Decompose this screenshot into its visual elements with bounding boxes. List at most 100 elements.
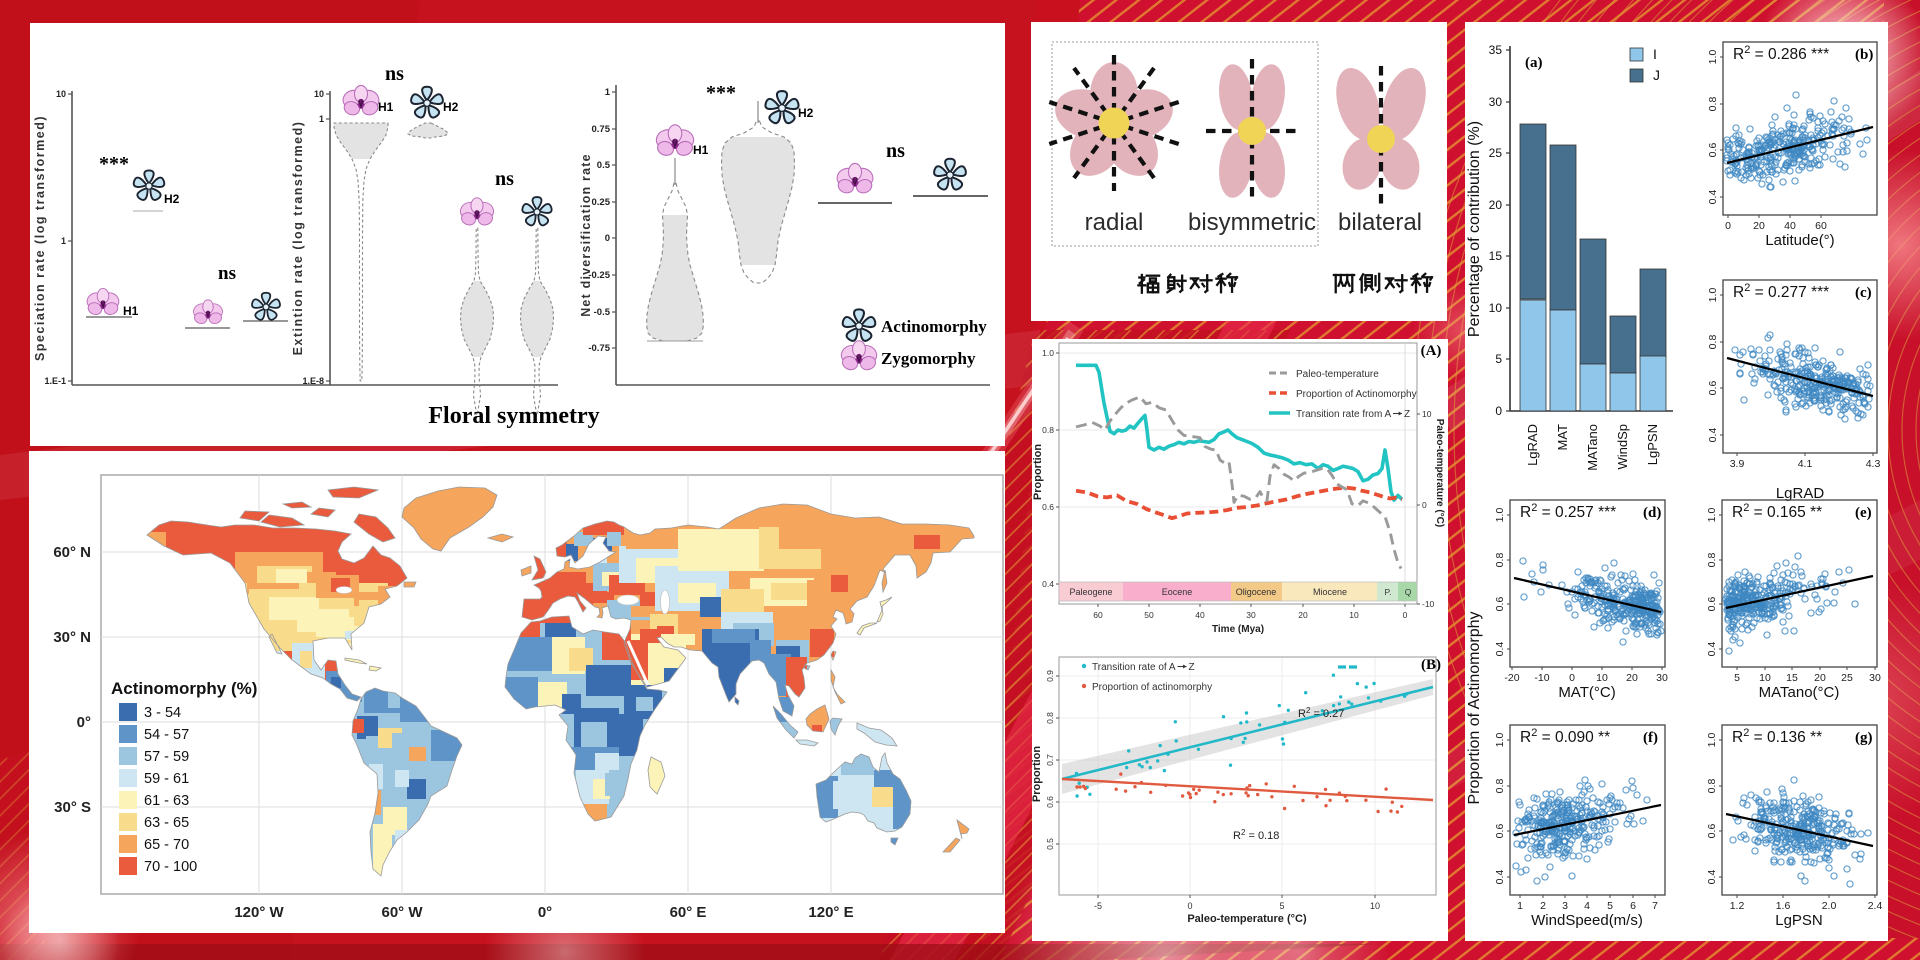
svg-text:Miocene: Miocene bbox=[1313, 587, 1347, 597]
svg-text:63 - 65: 63 - 65 bbox=[144, 815, 189, 831]
svg-text:10: 10 bbox=[1370, 901, 1380, 911]
svg-text:0: 0 bbox=[1422, 500, 1427, 510]
svg-text:61 - 63: 61 - 63 bbox=[144, 793, 189, 809]
svg-text:1.0: 1.0 bbox=[1707, 50, 1719, 65]
svg-text:(A): (A) bbox=[1421, 343, 1442, 359]
svg-text:R2 = 0.090 **: R2 = 0.090 ** bbox=[1520, 727, 1610, 746]
svg-text:30: 30 bbox=[1656, 672, 1668, 684]
svg-text:MATano(°C): MATano(°C) bbox=[1759, 684, 1840, 701]
svg-text:0.6: 0.6 bbox=[1706, 824, 1718, 839]
svg-text:20: 20 bbox=[1626, 672, 1638, 684]
svg-text:Floral symmetry: Floral symmetry bbox=[428, 403, 599, 429]
svg-text:30° N: 30° N bbox=[53, 629, 91, 646]
svg-text:ns: ns bbox=[385, 63, 404, 85]
svg-text:10: 10 bbox=[1349, 610, 1359, 620]
svg-text:R2 = 0.136 **: R2 = 0.136 ** bbox=[1732, 727, 1822, 746]
svg-text:LgPSN: LgPSN bbox=[1775, 912, 1823, 929]
svg-text:LgPSN: LgPSN bbox=[1645, 424, 1660, 465]
svg-text:40: 40 bbox=[1784, 220, 1796, 232]
svg-text:0.6: 0.6 bbox=[1494, 824, 1506, 839]
svg-text:Eocene: Eocene bbox=[1162, 587, 1193, 597]
svg-text:0.4: 0.4 bbox=[1494, 870, 1506, 885]
svg-text:Z: Z bbox=[1404, 409, 1410, 420]
svg-text:1.6: 1.6 bbox=[1776, 900, 1791, 912]
svg-text:R2 = 0.277 ***: R2 = 0.277 *** bbox=[1733, 282, 1829, 301]
svg-text:1.0: 1.0 bbox=[1706, 733, 1718, 748]
svg-text:bisymmetric: bisymmetric bbox=[1188, 209, 1316, 236]
svg-text:5: 5 bbox=[1495, 352, 1502, 366]
svg-text:30: 30 bbox=[1869, 672, 1881, 684]
svg-text:0: 0 bbox=[605, 233, 610, 244]
svg-text:Proportion of Actinomorphy: Proportion of Actinomorphy bbox=[1466, 612, 1483, 805]
svg-text:0.25: 0.25 bbox=[592, 197, 611, 208]
svg-text:(d): (d) bbox=[1643, 505, 1661, 521]
svg-text:3: 3 bbox=[1562, 900, 1568, 912]
svg-text:(a): (a) bbox=[1525, 55, 1543, 71]
svg-text:Proportion of actinomorphy: Proportion of actinomorphy bbox=[1092, 682, 1212, 693]
svg-text:R2 = 0.27: R2 = 0.27 bbox=[1298, 706, 1344, 721]
svg-text:0.6: 0.6 bbox=[1494, 597, 1506, 612]
svg-text:40: 40 bbox=[1195, 610, 1205, 620]
svg-text:15: 15 bbox=[1786, 672, 1798, 684]
svg-text:Paleo-temperature (°C): Paleo-temperature (°C) bbox=[1187, 913, 1307, 925]
svg-text:(B): (B) bbox=[1421, 657, 1441, 673]
svg-text:H2: H2 bbox=[443, 100, 459, 114]
svg-text:-0.75: -0.75 bbox=[588, 343, 610, 354]
svg-text:1: 1 bbox=[61, 236, 66, 246]
svg-text:-20: -20 bbox=[1504, 672, 1519, 684]
svg-text:5: 5 bbox=[1734, 672, 1740, 684]
svg-text:Proportion: Proportion bbox=[1032, 444, 1044, 500]
svg-text:0°: 0° bbox=[77, 714, 91, 731]
svg-text:1: 1 bbox=[1517, 900, 1523, 912]
svg-text:Extintion rate (log transforme: Extintion rate (log transformed) bbox=[291, 121, 305, 356]
svg-text:0.8: 0.8 bbox=[1494, 553, 1506, 568]
svg-text:30° S: 30° S bbox=[54, 799, 91, 816]
svg-text:Actinomorphy: Actinomorphy bbox=[881, 317, 987, 336]
svg-text:4.1: 4.1 bbox=[1798, 458, 1813, 470]
svg-text:Net diversification rate: Net diversification rate bbox=[579, 153, 593, 317]
svg-text:0.8: 0.8 bbox=[1707, 97, 1719, 112]
svg-text:Proportion: Proportion bbox=[1032, 746, 1043, 802]
svg-text:J: J bbox=[1653, 67, 1660, 83]
svg-text:(b): (b) bbox=[1855, 47, 1873, 63]
svg-text:***: *** bbox=[99, 153, 129, 175]
svg-text:1: 1 bbox=[605, 87, 611, 98]
svg-text:Percentage of contribution (%): Percentage of contribution (%) bbox=[1466, 121, 1483, 337]
svg-text:3 - 54: 3 - 54 bbox=[144, 705, 181, 721]
svg-text:0: 0 bbox=[1725, 220, 1731, 232]
svg-text:Paleo-temperature: Paleo-temperature bbox=[1296, 369, 1379, 380]
svg-text:0.4: 0.4 bbox=[1707, 190, 1719, 205]
svg-text:1.E-8: 1.E-8 bbox=[302, 376, 324, 386]
svg-text:(g): (g) bbox=[1855, 730, 1873, 746]
svg-text:0°: 0° bbox=[538, 904, 552, 921]
svg-text:30: 30 bbox=[1246, 610, 1256, 620]
svg-text:0: 0 bbox=[1569, 672, 1575, 684]
svg-text:0.4: 0.4 bbox=[1706, 870, 1718, 885]
svg-text:20: 20 bbox=[1753, 220, 1765, 232]
svg-text:1: 1 bbox=[319, 114, 324, 124]
svg-text:***: *** bbox=[706, 82, 736, 104]
svg-text:0.6: 0.6 bbox=[1707, 381, 1719, 396]
svg-text:0.8: 0.8 bbox=[1042, 425, 1054, 435]
svg-text:Time (Mya): Time (Mya) bbox=[1212, 624, 1264, 635]
svg-text:H1: H1 bbox=[123, 304, 139, 318]
svg-text:1.0: 1.0 bbox=[1707, 288, 1719, 303]
svg-text:0.6: 0.6 bbox=[1045, 796, 1055, 808]
svg-text:60° W: 60° W bbox=[381, 904, 423, 921]
svg-text:0.5: 0.5 bbox=[1045, 838, 1055, 850]
svg-text:4: 4 bbox=[1584, 900, 1590, 912]
svg-text:35: 35 bbox=[1489, 43, 1503, 57]
svg-text:0.8: 0.8 bbox=[1045, 712, 1055, 724]
svg-text:MAT(°C): MAT(°C) bbox=[1558, 684, 1615, 701]
svg-text:(e): (e) bbox=[1855, 505, 1872, 521]
svg-text:10: 10 bbox=[1759, 672, 1771, 684]
svg-text:5: 5 bbox=[1279, 901, 1284, 911]
svg-text:-5: -5 bbox=[1094, 901, 1102, 911]
svg-text:20: 20 bbox=[1814, 672, 1826, 684]
svg-text:1.0: 1.0 bbox=[1706, 508, 1718, 523]
svg-text:H2: H2 bbox=[798, 106, 814, 120]
svg-text:0.4: 0.4 bbox=[1706, 642, 1718, 657]
svg-text:70 - 100: 70 - 100 bbox=[144, 859, 197, 875]
svg-text:Transition rate of A: Transition rate of A bbox=[1092, 662, 1176, 673]
svg-text:60° N: 60° N bbox=[53, 544, 91, 561]
